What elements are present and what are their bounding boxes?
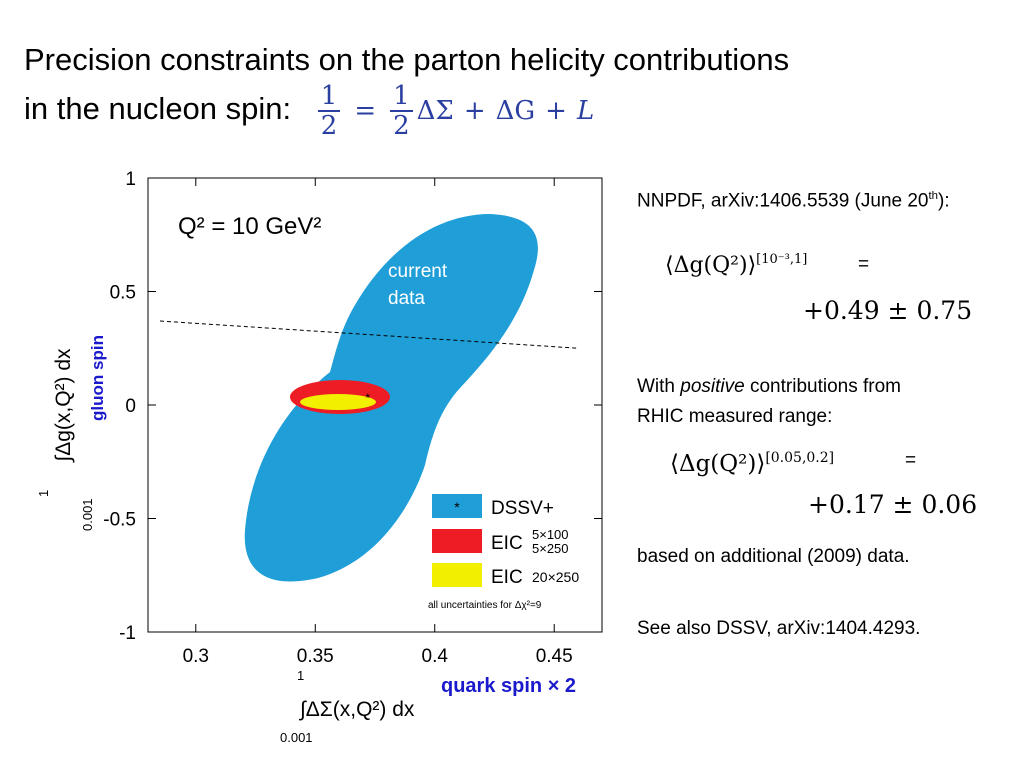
based-on-text: based on additional (2009) data. xyxy=(637,546,910,567)
delta-sigma-term: ΔΣ xyxy=(416,96,454,126)
y-tick-label: 1 xyxy=(125,169,136,190)
eq1-value: +0.49 ± 0.75 xyxy=(803,296,973,325)
fraction-numerator: 1 xyxy=(317,82,341,112)
y-axis-label-lower: 0.001 xyxy=(80,498,95,531)
rhic-range-text: RHIC measured range: xyxy=(637,406,833,427)
title-line-2-text: in the nucleon spin: xyxy=(24,91,292,127)
title-line-1: Precision constraints on the parton heli… xyxy=(24,42,790,77)
y-axis-label: ∫Δg(x,Q²) dx xyxy=(52,348,75,463)
legend-sub: 5×100 xyxy=(532,527,569,542)
x-tick-label: 0.3 xyxy=(183,646,209,667)
nnpdf-text: NNPDF, arXiv:1406.5539 (June 20 xyxy=(637,190,929,212)
plot-layer: * 0.3 0.35 0.4 0.45 1 0.5 0 -0.5 -1 Q² = 10 GeV² cu… xyxy=(36,169,603,745)
with-positive-text: With positive contributions from xyxy=(637,376,901,398)
fraction-denominator: 2 xyxy=(320,111,338,141)
with-text-post: contributions from xyxy=(744,376,901,397)
y-tick-label: 0.5 xyxy=(110,283,136,304)
legend-label: EIC xyxy=(491,533,523,554)
eic-20x-ellipse xyxy=(300,394,376,410)
x-tick-label: 0.35 xyxy=(297,646,334,667)
eq2-value: +0.17 ± 0.06 xyxy=(808,490,978,519)
legend-sub: 5×250 xyxy=(532,541,569,556)
eq1-lhs: ⟨Δg(Q²)⟩[10⁻³,1] xyxy=(665,252,807,278)
quark-spin-label: quark spin × 2 xyxy=(441,675,576,697)
y-axis-label-group: ∫Δg(x,Q²) dx 1 0.001 xyxy=(36,348,95,531)
x-axis-label-lower: 0.001 xyxy=(280,730,313,745)
q2-label: Q² = 10 GeV² xyxy=(178,213,321,240)
helicity-constraint-plot: * 0.3 0.35 0.4 0.45 1 0.5 0 -0.5 -1 Q² = 10 GeV² cu… xyxy=(36,169,603,745)
legend-label: EIC xyxy=(491,567,523,588)
delta-g-term: ΔG xyxy=(495,96,536,126)
x-axis-label-upper: 1 xyxy=(297,668,304,683)
equals-sign: = xyxy=(354,96,377,126)
legend-star: * xyxy=(454,499,460,515)
legend-note: all uncertainties for Δχ²=9 xyxy=(428,600,542,611)
nnpdf-end: ): xyxy=(938,190,950,212)
eq1-expression: ⟨Δg(Q²)⟩ xyxy=(665,253,757,278)
eq2-lhs: ⟨Δg(Q²)⟩[0.05,0.2] xyxy=(670,450,834,477)
fraction-numerator: 1 xyxy=(390,82,413,112)
legend-swatch xyxy=(432,494,482,518)
current-data-region xyxy=(244,214,538,582)
x-axis-label: ∫ΔΣ(x,Q²) dx xyxy=(299,698,415,721)
nnpdf-reference: NNPDF, arXiv:1406.5539 (June 20th): xyxy=(637,190,950,212)
with-text-pre: With xyxy=(637,376,681,397)
with-text-em: positive xyxy=(680,376,745,397)
current-data-label: data xyxy=(388,288,425,309)
eq2-range: [0.05,0.2] xyxy=(765,450,835,466)
y-tick-label: -1 xyxy=(119,623,136,644)
plus-sign: + xyxy=(463,96,486,126)
legend-label: DSSV+ xyxy=(491,498,554,519)
nnpdf-sup: th xyxy=(928,190,939,202)
central-point-marker: * xyxy=(365,391,370,405)
y-tick-label: 0 xyxy=(125,396,136,417)
eq2-equals: = xyxy=(905,450,917,471)
slide-title: Precision constraints on the parton heli… xyxy=(24,38,789,140)
gluon-spin-group: gluon spin xyxy=(88,335,107,421)
x-tick-label: 0.45 xyxy=(536,646,573,667)
plus-sign: + xyxy=(545,96,567,126)
eq1-equals: = xyxy=(858,254,870,275)
legend-swatch xyxy=(432,529,482,553)
legend-sub: 20×250 xyxy=(532,569,579,585)
eq2-expression: ⟨Δg(Q²)⟩ xyxy=(670,451,766,477)
fraction-denominator: 2 xyxy=(393,111,410,141)
legend-swatch xyxy=(432,563,482,587)
y-axis-label-upper: 1 xyxy=(36,490,51,497)
gluon-spin-label: gluon spin xyxy=(88,335,107,421)
orbital-term: L xyxy=(576,96,595,126)
y-tick-label: -0.5 xyxy=(103,510,136,531)
x-tick-label: 0.4 xyxy=(422,646,449,667)
see-also-text: See also DSSV, arXiv:1404.4293. xyxy=(637,618,921,639)
current-data-label: current xyxy=(388,261,448,282)
eq1-range: [10⁻³,1] xyxy=(756,252,808,267)
